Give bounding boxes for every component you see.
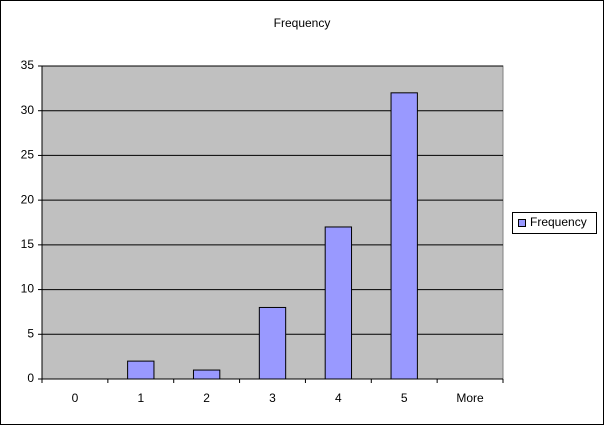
y-tick-label: 0 [27, 371, 34, 385]
x-tick-label: 3 [269, 391, 276, 405]
x-tick-label: More [456, 391, 484, 405]
bar [390, 92, 418, 380]
bar [258, 306, 287, 380]
chart-title: Frequency [274, 16, 331, 30]
x-tick-label: 1 [137, 391, 144, 405]
y-tick-label: 5 [27, 326, 34, 340]
y-tick-label: 15 [21, 237, 35, 251]
legend-box [512, 212, 597, 234]
y-tick-label: 25 [21, 148, 35, 162]
y-tick-label: 30 [21, 103, 35, 117]
x-tick-label: 2 [203, 391, 210, 405]
y-tick-label: 35 [21, 58, 35, 72]
y-tick-label: 10 [21, 282, 35, 296]
y-tick-label: 20 [21, 192, 35, 206]
legend-swatch [518, 219, 526, 227]
x-tick-label: 0 [72, 391, 79, 405]
bar [127, 360, 155, 380]
bar [324, 226, 353, 380]
x-tick-label: 4 [335, 391, 342, 405]
legend-label: Frequency [530, 215, 587, 229]
x-tick-label: 5 [401, 391, 408, 405]
bar [192, 369, 221, 380]
